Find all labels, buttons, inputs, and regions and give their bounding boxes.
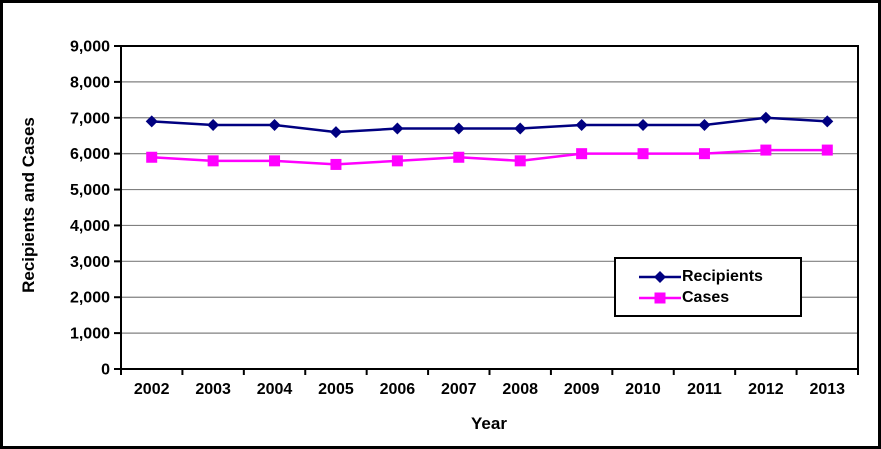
y-axis-title: Recipients and Cases [19, 117, 38, 293]
svg-text:5,000: 5,000 [70, 182, 110, 199]
svg-text:4,000: 4,000 [70, 218, 110, 235]
svg-text:1,000: 1,000 [70, 326, 110, 343]
legend-label-cases: Cases [682, 288, 730, 306]
svg-text:2013: 2013 [809, 381, 845, 398]
legend: Recipients Cases [614, 257, 802, 317]
svg-text:2011: 2011 [687, 381, 722, 398]
svg-text:2002: 2002 [134, 381, 170, 398]
svg-text:0: 0 [101, 362, 110, 379]
svg-text:2007: 2007 [441, 381, 477, 398]
legend-label-recipients: Recipients [682, 267, 763, 285]
svg-text:2005: 2005 [318, 381, 354, 398]
svg-text:2003: 2003 [195, 381, 231, 398]
svg-text:2009: 2009 [564, 381, 600, 398]
line-chart-plot: 0 1,000 2,000 3,000 4,000 5,000 6,000 7,000 8,00… [70, 39, 859, 398]
svg-text:9,000: 9,000 [70, 39, 110, 56]
legend-item-recipients: Recipients [638, 267, 800, 285]
cases-line-marker-icon [639, 292, 681, 303]
svg-text:2006: 2006 [380, 381, 416, 398]
svg-text:6,000: 6,000 [70, 146, 110, 163]
svg-text:2008: 2008 [502, 381, 538, 398]
svg-text:3,000: 3,000 [70, 254, 110, 271]
x-axis-title: Year [471, 414, 507, 433]
svg-text:2,000: 2,000 [70, 290, 110, 307]
svg-text:8,000: 8,000 [70, 74, 110, 91]
svg-text:2004: 2004 [257, 381, 293, 398]
recipients-line-marker-icon [639, 270, 681, 283]
legend-item-cases: Cases [638, 288, 800, 306]
svg-text:7,000: 7,000 [70, 110, 110, 127]
svg-text:2012: 2012 [748, 381, 784, 398]
svg-text:2010: 2010 [625, 381, 661, 398]
